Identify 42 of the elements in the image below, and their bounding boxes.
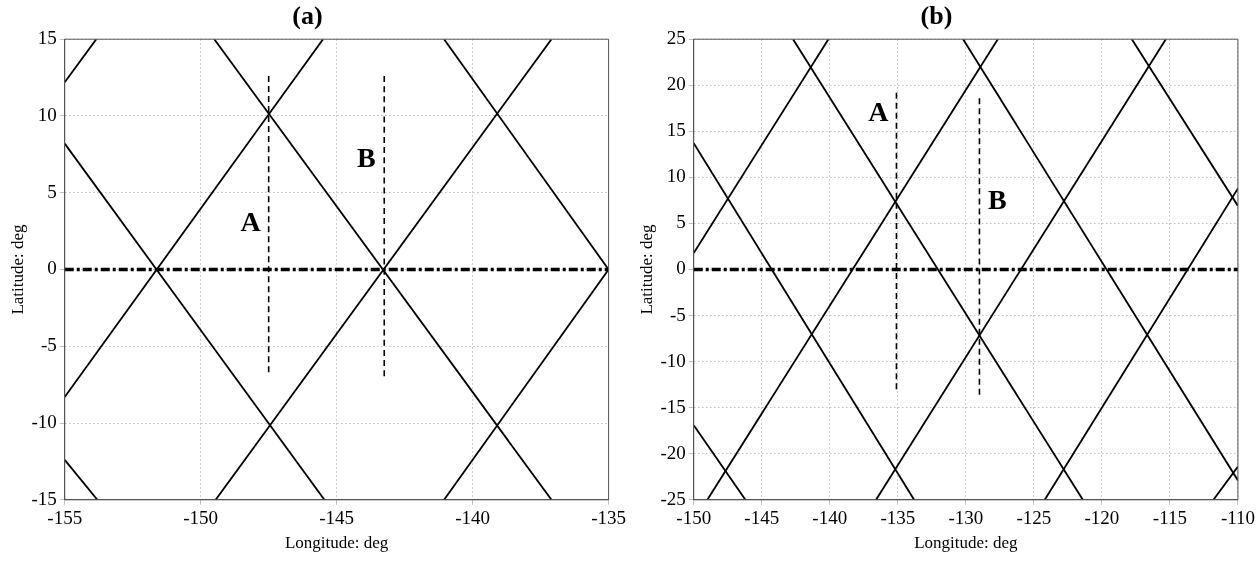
y-tick-label: -15 <box>660 395 686 417</box>
y-tick-label: 10 <box>37 103 57 125</box>
y-tick-label: -5 <box>40 334 57 356</box>
y-tick-label: -10 <box>660 349 686 371</box>
x-tick-label: -155 <box>47 507 83 529</box>
y-tick-label: -25 <box>660 487 686 509</box>
x-tick-label: -125 <box>1016 507 1052 529</box>
x-tick-label: -130 <box>948 507 984 529</box>
series-label: A <box>868 95 890 127</box>
chart-title: (a) <box>292 1 323 31</box>
x-axis-title: Longitude: deg <box>284 533 389 553</box>
x-tick-label: -115 <box>1152 507 1187 529</box>
y-tick-label: 25 <box>666 27 686 49</box>
y-tick-label: -10 <box>31 411 57 433</box>
x-tick-label: -120 <box>1084 507 1120 529</box>
y-tick-label: -5 <box>669 303 686 325</box>
y-tick-label: -15 <box>31 487 57 509</box>
y-tick-label: 5 <box>47 180 57 202</box>
x-tick-label: -140 <box>455 507 491 529</box>
y-tick-label: 5 <box>676 211 686 233</box>
x-tick-label: -110 <box>1220 507 1255 529</box>
series-label: A <box>240 206 262 238</box>
y-tick-label: 15 <box>37 27 57 49</box>
x-tick-label: -145 <box>744 507 780 529</box>
y-tick-label: 0 <box>47 257 57 279</box>
series-label: B <box>988 184 1007 216</box>
x-tick-label: -150 <box>183 507 219 529</box>
x-tick-label: -135 <box>880 507 916 529</box>
x-tick-label: -135 <box>591 507 626 529</box>
y-tick-label: 20 <box>666 73 686 95</box>
series-label: B <box>356 142 376 174</box>
chart-title: (b) <box>920 1 953 31</box>
y-tick-label: 0 <box>676 257 686 279</box>
x-tick-label: -150 <box>676 507 712 529</box>
y-tick-label: 15 <box>666 119 686 141</box>
y-axis-title: Latitude: deg <box>7 223 27 315</box>
y-axis-title: Latitude: deg <box>636 223 656 315</box>
x-tick-label: -140 <box>812 507 848 529</box>
y-tick-label: -20 <box>660 441 686 463</box>
y-tick-label: 10 <box>666 165 686 187</box>
x-axis-title: Longitude: deg <box>914 533 1019 553</box>
x-tick-label: -145 <box>319 507 355 529</box>
